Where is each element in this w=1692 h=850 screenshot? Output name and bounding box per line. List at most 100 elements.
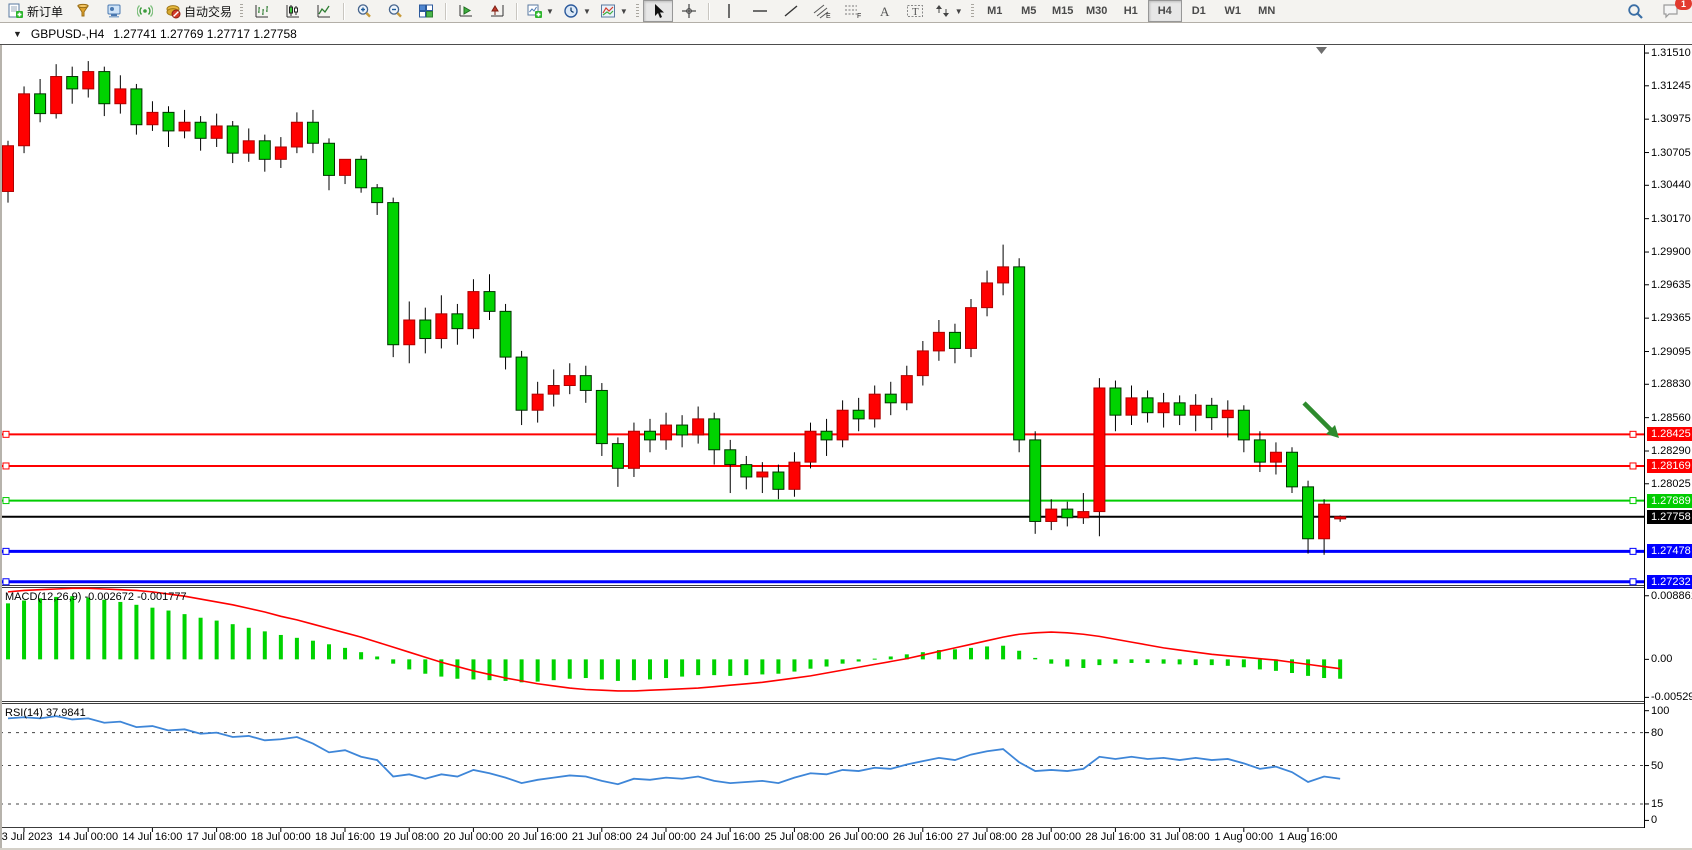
vertical-line-button[interactable] xyxy=(714,0,744,22)
trendline-icon xyxy=(784,5,798,17)
h-line-anchor[interactable] xyxy=(2,578,10,586)
auto-trading-button[interactable]: 自动交易 xyxy=(161,0,236,22)
zoom-in-button[interactable] xyxy=(349,0,379,22)
candle xyxy=(1125,397,1138,416)
arrows-button[interactable]: ▼ xyxy=(931,0,967,22)
h-line-anchor[interactable] xyxy=(1629,430,1637,438)
new-order-icon xyxy=(8,3,23,18)
toolbar-grip[interactable] xyxy=(240,3,244,19)
candle xyxy=(371,187,384,204)
chart-shift-button[interactable] xyxy=(482,0,512,22)
fibonacci-button[interactable]: F xyxy=(838,0,868,22)
macd-histogram-bar xyxy=(1257,659,1262,670)
candle xyxy=(563,375,576,387)
crosshair-button[interactable] xyxy=(674,0,704,22)
macd-histogram-bar xyxy=(391,659,396,664)
zoom-in-icon xyxy=(357,4,371,18)
candle xyxy=(965,307,977,349)
date-label: 18 Jul 00:00 xyxy=(250,831,311,843)
macd-signal-line xyxy=(7,587,1341,692)
candle xyxy=(531,393,544,411)
line-chart-button[interactable] xyxy=(309,0,339,22)
chart-header[interactable]: ▼ GBPUSD-,H4 1.27741 1.27769 1.27717 1.2… xyxy=(0,23,1692,45)
macd-histogram-bar xyxy=(1241,659,1246,668)
vps-button[interactable] xyxy=(99,0,129,22)
arrows-icon xyxy=(935,5,949,17)
equidistant-channel-button[interactable]: E xyxy=(807,0,837,22)
timeframe-button-H4[interactable]: H4 xyxy=(1147,0,1182,22)
candle xyxy=(34,93,47,115)
h-line-anchor[interactable] xyxy=(2,547,10,555)
candle xyxy=(1269,451,1282,463)
annotation-arrow[interactable] xyxy=(1302,401,1333,432)
chart-area[interactable]: 1.28425 1.28169 1.27889 1.27758 1.27478 1.272… xyxy=(0,45,1692,850)
market-depth-button[interactable] xyxy=(68,0,98,22)
trendline-button[interactable] xyxy=(776,0,806,22)
timeframe-button-M15[interactable]: M15 xyxy=(1052,5,1074,17)
macd-histogram-bar xyxy=(294,637,299,660)
timeframe-button-MN[interactable]: MN xyxy=(1258,5,1276,17)
candle xyxy=(804,430,817,463)
chart-dropdown-icon[interactable]: ▼ xyxy=(13,28,22,39)
text-button[interactable]: A xyxy=(869,0,899,22)
date-label: 26 Jul 00:00 xyxy=(828,831,889,843)
timeframe-button-D1[interactable]: D1 xyxy=(1191,5,1206,17)
macd-label: MACD(12,26,9) -0.002672 -0.001777 xyxy=(5,591,187,603)
h-line-anchor[interactable] xyxy=(2,497,10,505)
price-line-badge: 1.28425 xyxy=(1647,427,1692,442)
macd-histogram-bar xyxy=(1209,659,1214,666)
horizontal-line-button[interactable] xyxy=(745,0,775,22)
h-line-anchor[interactable] xyxy=(2,462,10,470)
macd-histogram-bar xyxy=(1065,659,1070,667)
macd-histogram-bar xyxy=(86,597,91,660)
zoom-out-icon xyxy=(388,4,402,18)
text-label-button[interactable]: T xyxy=(900,0,930,22)
annotation-arrow-head[interactable] xyxy=(1326,425,1339,438)
chart-shift-marker[interactable] xyxy=(1316,47,1327,54)
h-line-anchor[interactable] xyxy=(2,430,10,438)
macd-histogram-bar xyxy=(583,659,588,679)
timeframe-button-W1[interactable]: W1 xyxy=(1224,5,1241,17)
search-button[interactable] xyxy=(1620,0,1650,22)
signals-button[interactable] xyxy=(130,0,160,22)
timeframe-button-M1[interactable]: M1 xyxy=(987,5,1003,17)
candlestick-chart-button[interactable] xyxy=(278,0,308,22)
rsi-line xyxy=(7,715,1341,786)
rsi-axis-label: 100 xyxy=(1651,704,1670,717)
bar-chart-button[interactable] xyxy=(247,0,277,22)
periods-button[interactable]: ▼ xyxy=(559,0,595,22)
macd-histogram-bar xyxy=(1113,659,1118,664)
new-order-button[interactable]: 新订单 xyxy=(3,0,67,22)
new-chart-button[interactable]: ▼ xyxy=(522,0,558,22)
macd-histogram-bar xyxy=(808,659,813,669)
h-line-anchor[interactable] xyxy=(1629,462,1637,470)
macd-histogram-bar xyxy=(375,656,380,660)
timeframe-button-H1[interactable]: H1 xyxy=(1123,5,1138,17)
macd-histogram-bar xyxy=(631,659,636,681)
h-line-anchor[interactable] xyxy=(1629,547,1637,555)
toolbar-grip[interactable] xyxy=(970,3,974,19)
indicators-button[interactable]: ▼ xyxy=(596,0,632,22)
macd-axis-label: -0.005294 xyxy=(1651,691,1692,704)
candle xyxy=(306,121,319,144)
price-tick-label: 1.30705 xyxy=(1651,146,1691,159)
h-line-anchor[interactable] xyxy=(1629,578,1637,586)
macd-histogram-bar xyxy=(439,659,444,677)
timeframe-button-M30[interactable]: M30 xyxy=(1086,5,1108,17)
zoom-out-button[interactable] xyxy=(380,0,410,22)
price-line-badge: 1.27232 xyxy=(1647,574,1692,589)
macd-histogram-bar xyxy=(985,646,990,660)
date-label: 20 Jul 00:00 xyxy=(443,831,504,843)
candle xyxy=(483,291,496,312)
tile-windows-button[interactable] xyxy=(411,0,441,22)
macd-histogram-bar xyxy=(824,659,829,667)
h-line-anchor[interactable] xyxy=(1629,497,1637,505)
date-label: 1 Aug 16:00 xyxy=(1278,831,1338,843)
toolbar-grip[interactable] xyxy=(635,3,639,19)
auto-scroll-button[interactable] xyxy=(451,0,481,22)
timeframe-button-M5[interactable]: M5 xyxy=(1021,5,1037,17)
chart-canvas[interactable] xyxy=(0,45,1692,850)
notifications-button[interactable]: 1 xyxy=(1656,0,1692,22)
cursor-button[interactable] xyxy=(642,0,673,22)
price-tick-label: 1.30975 xyxy=(1651,113,1691,126)
